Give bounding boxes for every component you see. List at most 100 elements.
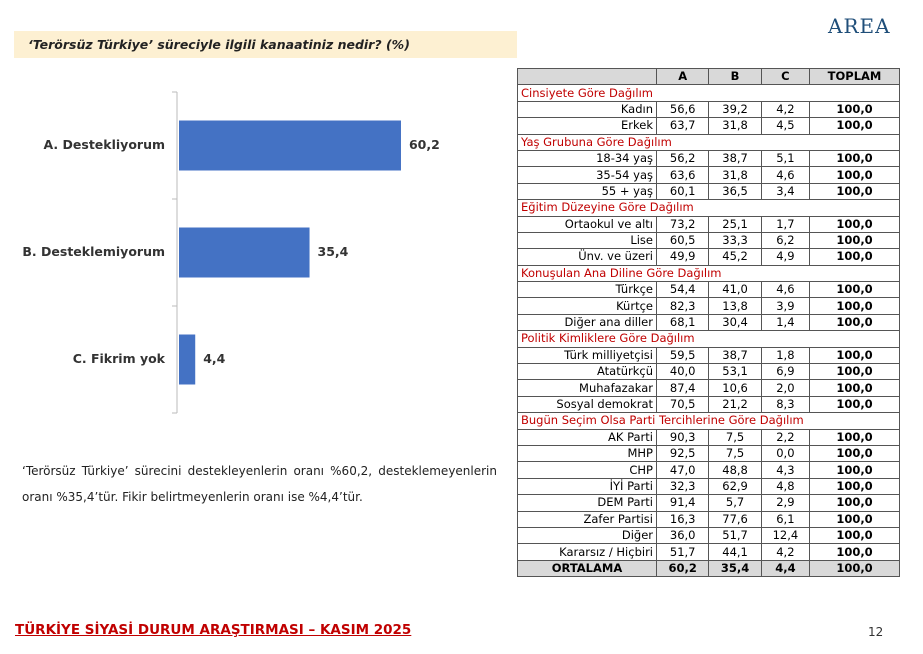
table-cell: 18-34 yaş bbox=[517, 149, 657, 168]
table-row: Zafer Partisi 16,3 77,6 6,1 100,0 bbox=[517, 510, 900, 528]
table-cell: 4,5 bbox=[760, 117, 811, 135]
table-cell: 77,6 bbox=[708, 510, 762, 528]
bar bbox=[179, 120, 401, 171]
table-row: Sosyal demokrat 70,5 21,2 8,3 100,0 bbox=[517, 395, 900, 414]
table-cell: 44,1 bbox=[708, 543, 762, 561]
table-cell: 12,4 bbox=[760, 526, 811, 545]
footer: TÜRKİYE SİYASİ DURUM ARAŞTIRMASI – KASIM… bbox=[15, 622, 412, 638]
table-cell: 100,0 bbox=[809, 444, 900, 463]
table-cell: 13,8 bbox=[708, 297, 762, 315]
table-cell: 3,9 bbox=[760, 297, 811, 315]
table-cell: 73,2 bbox=[655, 215, 710, 233]
table-cell: 100,0 bbox=[809, 281, 900, 299]
table-cell: 60,2 bbox=[655, 559, 710, 578]
table-cell: Kadın bbox=[517, 100, 657, 119]
table-cell: 82,3 bbox=[655, 297, 710, 315]
table-cell: 100,0 bbox=[809, 494, 900, 512]
table-cell: 87,4 bbox=[655, 379, 710, 397]
table-cell: İYİ Parti bbox=[517, 477, 657, 496]
table-cell: TOPLAM bbox=[809, 67, 900, 86]
table-cell: 100,0 bbox=[809, 559, 900, 578]
table-row: Diğer ana diller 68,1 30,4 1,4 100,0 bbox=[517, 313, 900, 332]
table-cell: DEM Parti bbox=[517, 494, 657, 512]
table-row: Türkçe 54,4 41,0 4,6 100,0 bbox=[517, 281, 900, 299]
table-cell: Ünv. ve üzeri bbox=[517, 248, 657, 266]
table-cell: 1,4 bbox=[760, 313, 811, 332]
table-cell: 62,9 bbox=[708, 477, 762, 496]
table-cell: Kararsız / Hiçbiri bbox=[517, 543, 657, 561]
table-cell: 16,3 bbox=[655, 510, 710, 528]
bar bbox=[179, 227, 310, 278]
table-cell: 33,3 bbox=[708, 231, 762, 250]
table-cell: 4,6 bbox=[760, 166, 811, 184]
table-cell: 7,5 bbox=[708, 444, 762, 463]
table-cell: 7,5 bbox=[708, 428, 762, 446]
table-cell: 92,5 bbox=[655, 444, 710, 463]
table-cell: 100,0 bbox=[809, 182, 900, 201]
table-cell: 63,6 bbox=[655, 166, 710, 184]
value-label: 35,4 bbox=[318, 244, 349, 259]
table-row: Diğer 36,0 51,7 12,4 100,0 bbox=[517, 526, 900, 545]
table-cell: Bugün Seçim Olsa Parti Tercihlerine Göre… bbox=[517, 412, 900, 430]
table-cell: 2,0 bbox=[760, 379, 811, 397]
table-cell: 10,6 bbox=[708, 379, 762, 397]
table-row: MHP 92,5 7,5 0,0 100,0 bbox=[517, 444, 900, 463]
table-cell: 39,2 bbox=[708, 100, 762, 119]
table-cell: 100,0 bbox=[809, 215, 900, 233]
table-cell: Yaş Grubuna Göre Dağılım bbox=[517, 133, 900, 151]
table-cell: B bbox=[708, 67, 762, 86]
table-cell: 4,3 bbox=[760, 461, 811, 479]
table-cell: A bbox=[655, 67, 710, 86]
table-cell: 70,5 bbox=[655, 395, 710, 414]
table-cell: Ortaokul ve altı bbox=[517, 215, 657, 233]
table-cell: Diğer bbox=[517, 526, 657, 545]
table-cell: 35-54 yaş bbox=[517, 166, 657, 184]
table-cell: Politik Kimliklere Göre Dağılım bbox=[517, 330, 900, 348]
table-cell: Eğitim Düzeyine Göre Dağılım bbox=[517, 199, 900, 217]
table-cell: 91,4 bbox=[655, 494, 710, 512]
table-cell: Türk milliyetçisi bbox=[517, 346, 657, 365]
table-cell: 25,1 bbox=[708, 215, 762, 233]
category-label: A. Destekliyorum bbox=[44, 137, 165, 152]
table-cell: 100,0 bbox=[809, 166, 900, 184]
table-cell: 5,1 bbox=[760, 149, 811, 168]
table-cell: 21,2 bbox=[708, 395, 762, 414]
table-cell: Atatürkçü bbox=[517, 363, 657, 381]
table-cell: 4,8 bbox=[760, 477, 811, 496]
chart: A. Destekliyorum 60,2 B. Desteklemiyorum 35… bbox=[22, 91, 440, 414]
table-cell: 100,0 bbox=[809, 313, 900, 332]
table-cell: 0,0 bbox=[760, 444, 811, 463]
table-cell: 63,7 bbox=[655, 117, 710, 135]
table-cell: ORTALAMA bbox=[517, 559, 657, 578]
page-number: 12 bbox=[868, 625, 884, 639]
table-cell: 68,1 bbox=[655, 313, 710, 332]
table-cell: Kürtçe bbox=[517, 297, 657, 315]
table-cell: 100,0 bbox=[809, 526, 900, 545]
table-row: 55 + yaş 60,1 36,5 3,4 100,0 bbox=[517, 182, 900, 201]
table-row: DEM Parti 91,4 5,7 2,9 100,0 bbox=[517, 494, 900, 512]
table-cell: 40,0 bbox=[655, 363, 710, 381]
table-row: ORTALAMA 60,2 35,4 4,4 100,0 bbox=[517, 559, 900, 578]
table-cell: 54,4 bbox=[655, 281, 710, 299]
table-cell: Sosyal demokrat bbox=[517, 395, 657, 414]
table-cell: 38,7 bbox=[708, 149, 762, 168]
table-row: Muhafazakar 87,4 10,6 2,0 100,0 bbox=[517, 379, 900, 397]
table-cell: 30,4 bbox=[708, 313, 762, 332]
table-cell: 60,5 bbox=[655, 231, 710, 250]
table-cell: Muhafazakar bbox=[517, 379, 657, 397]
table-cell: 100,0 bbox=[809, 477, 900, 496]
table-cell: 55 + yaş bbox=[517, 182, 657, 201]
table-cell: 100,0 bbox=[809, 379, 900, 397]
question-banner: ‘Terörsüz Türkiye’ süreciyle ilgili kana… bbox=[14, 31, 517, 58]
table-cell: 4,6 bbox=[760, 281, 811, 299]
table-row: İYİ Parti 32,3 62,9 4,8 100,0 bbox=[517, 477, 900, 496]
table-row: 18-34 yaş 56,2 38,7 5,1 100,0 bbox=[517, 149, 900, 168]
value-label: 60,2 bbox=[409, 137, 440, 152]
table-cell: 100,0 bbox=[809, 231, 900, 250]
table-cell: 36,5 bbox=[708, 182, 762, 201]
table-cell: 32,3 bbox=[655, 477, 710, 496]
table-cell: 56,6 bbox=[655, 100, 710, 119]
table-cell: 1,7 bbox=[760, 215, 811, 233]
table-cell: 56,2 bbox=[655, 149, 710, 168]
table-cell: 1,8 bbox=[760, 346, 811, 365]
